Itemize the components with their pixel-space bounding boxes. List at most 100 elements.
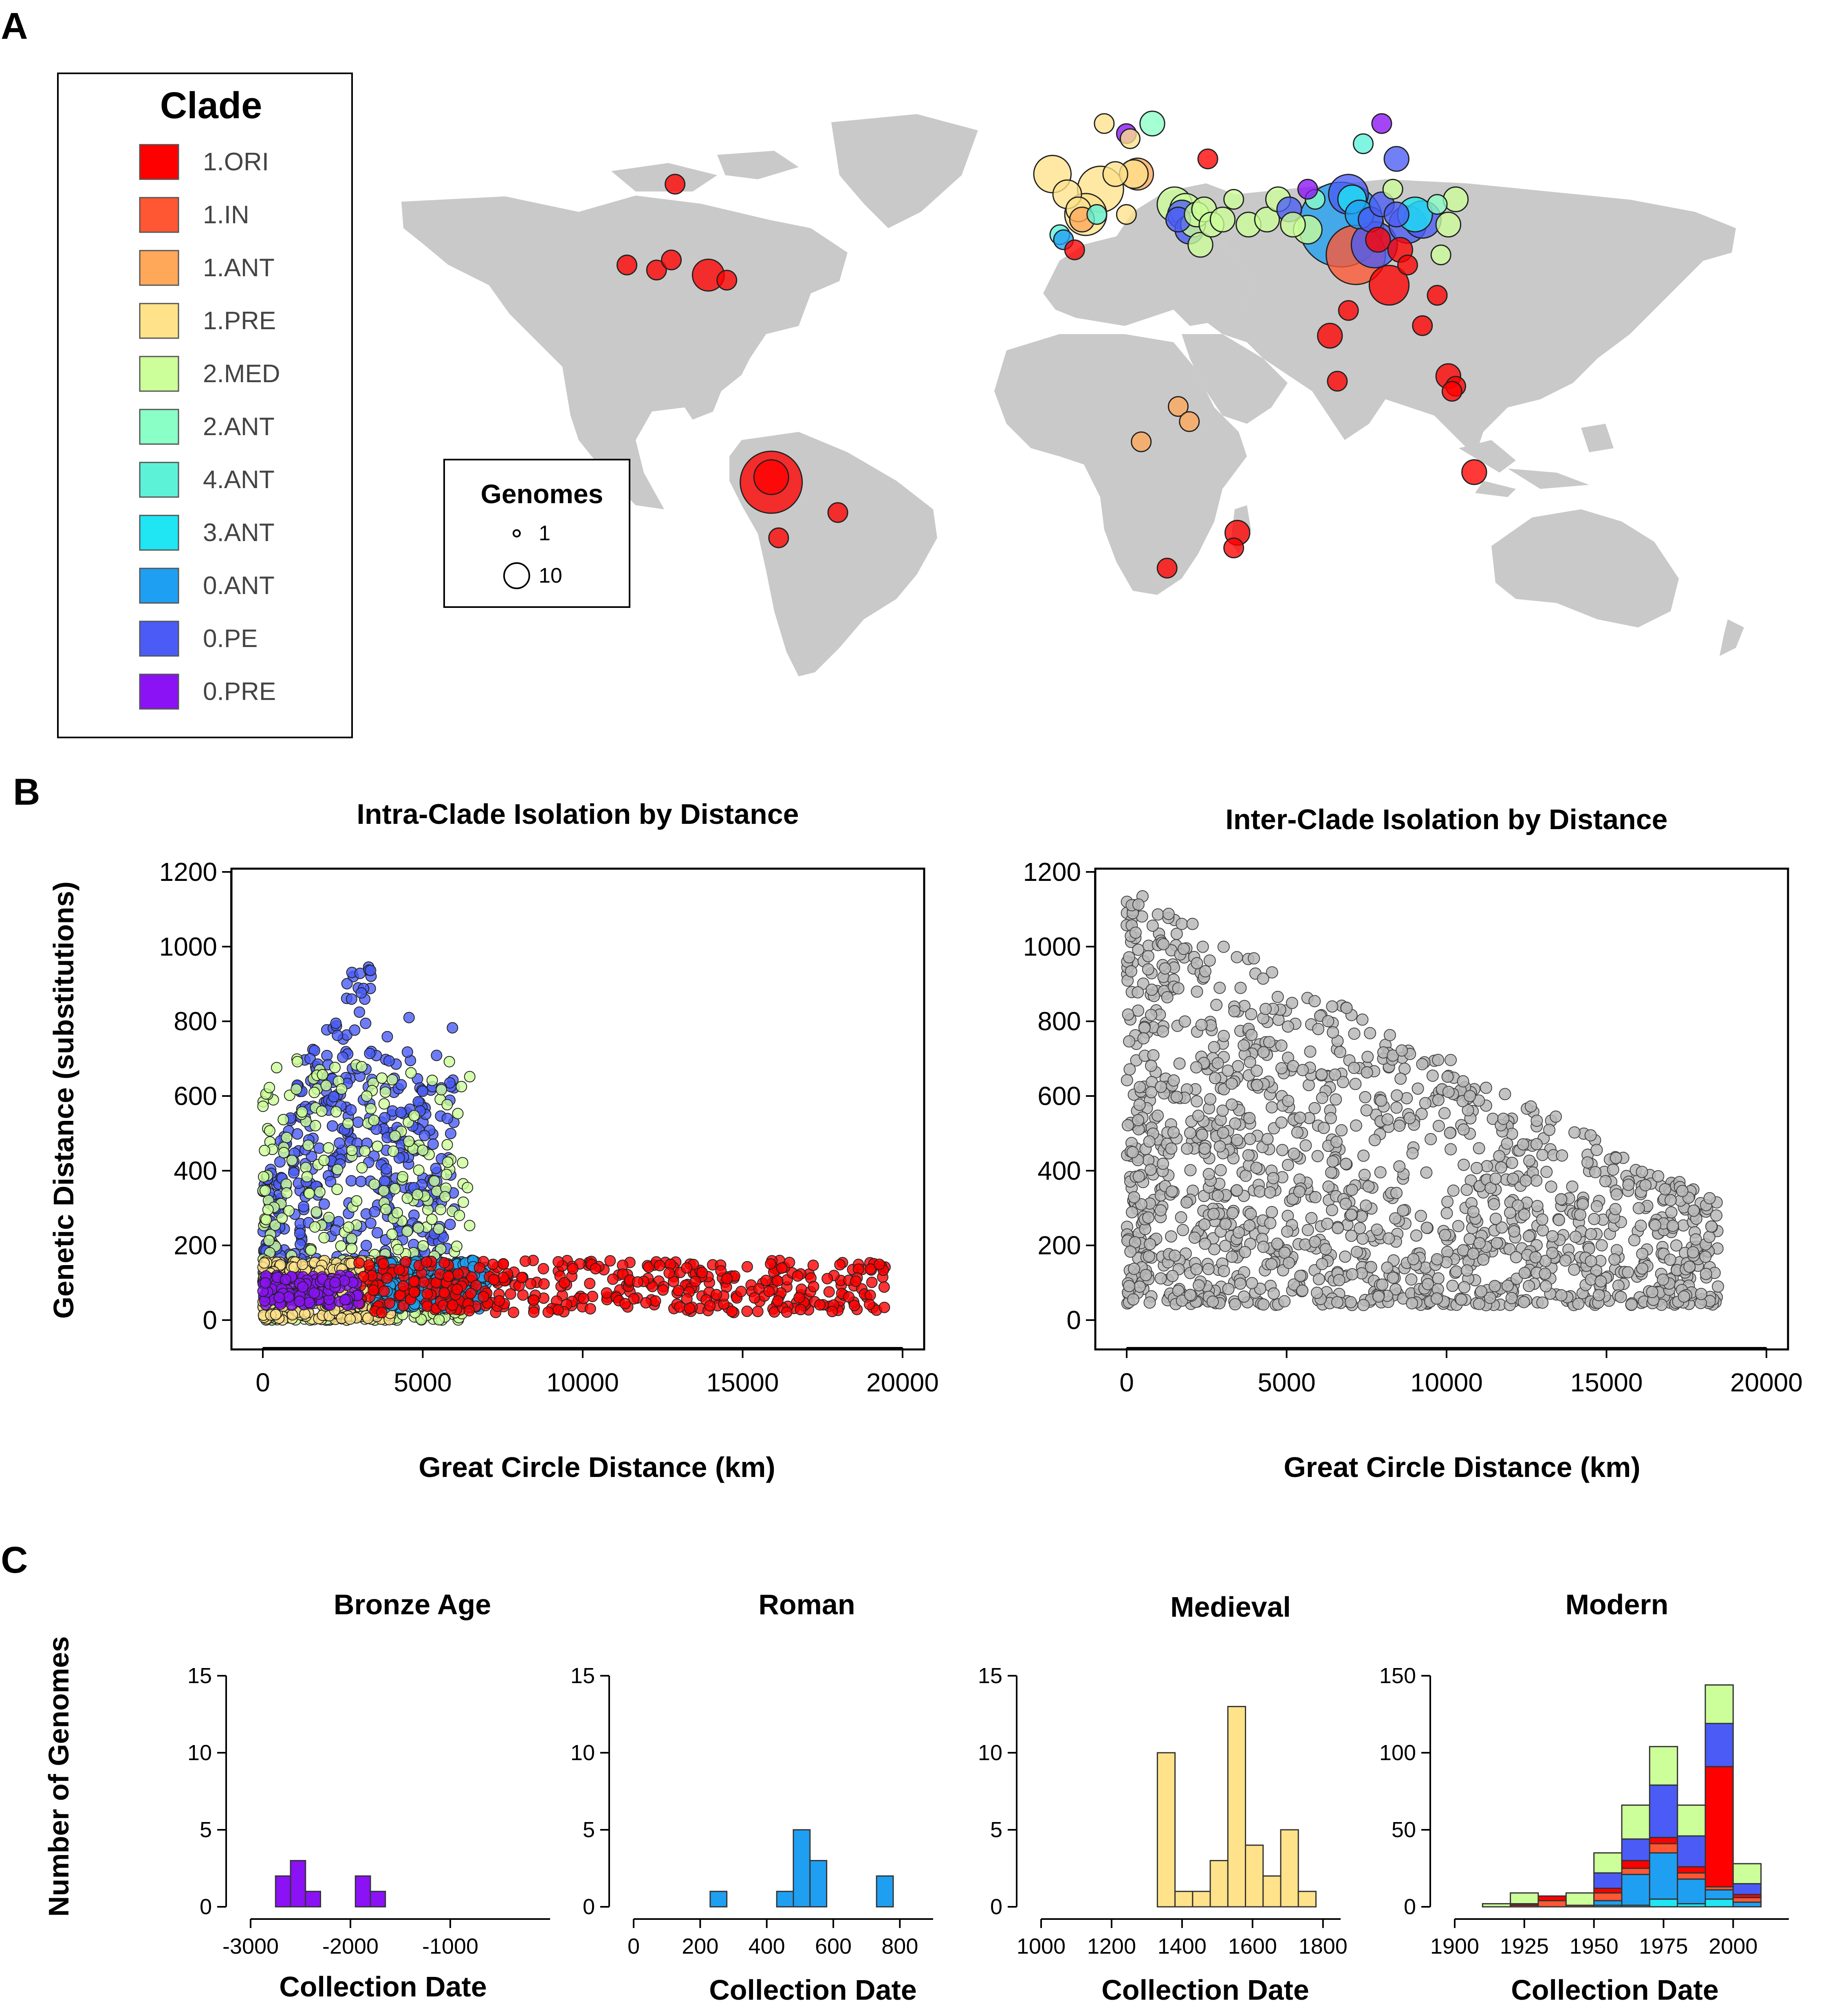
inter-point <box>1622 1178 1635 1191</box>
intra-point-2-med <box>305 1244 317 1256</box>
intra-point-1-ori <box>378 1285 390 1297</box>
y-axis-title-genetic-distance: Genetic Distance (substitutions) <box>48 881 79 1318</box>
inter-point <box>1208 1041 1220 1054</box>
inter-point <box>1322 1015 1335 1028</box>
intra-point-2-med <box>378 1185 390 1197</box>
inter-point <box>1703 1230 1715 1243</box>
inter-point <box>1122 1008 1134 1021</box>
bronze-age-x-tick-label: -3000 <box>222 1934 279 1959</box>
inter-point <box>1518 1208 1531 1221</box>
inter-point <box>1676 1185 1689 1197</box>
inter-point <box>1501 1279 1514 1292</box>
inter-clade-points <box>1121 890 1724 1312</box>
intra-point-2-med <box>464 1071 476 1083</box>
intra-clade-y-tick-label: 800 <box>174 1007 217 1036</box>
intra-point-2-med <box>359 1145 371 1157</box>
intra-point-0-pe <box>288 1167 299 1179</box>
intra-point-2-med <box>457 1157 469 1169</box>
inter-point <box>1178 1015 1191 1028</box>
intra-point-1-ori <box>843 1291 855 1303</box>
inter-point <box>1229 1117 1242 1130</box>
map-site-2-med <box>1223 189 1244 210</box>
inter-point <box>1296 1284 1309 1297</box>
intra-point-1-ori <box>863 1299 875 1310</box>
intra-point-2-med <box>263 1235 275 1246</box>
modern-bar-1-ori <box>1621 1860 1650 1869</box>
inter-point <box>1556 1149 1568 1162</box>
inter-point <box>1123 1035 1136 1048</box>
intra-point-0-pe <box>379 1112 391 1124</box>
inter-point <box>1390 1186 1403 1199</box>
inter-point <box>1234 1277 1246 1290</box>
medieval-bar-1-pre <box>1227 1706 1246 1908</box>
inter-point <box>1176 1224 1189 1236</box>
map-site-1-ori <box>753 459 789 495</box>
inter-point <box>1381 1113 1394 1126</box>
inter-point <box>1238 1039 1250 1052</box>
inter-point <box>1319 1243 1332 1255</box>
medieval-x-tick-label: 1000 <box>1017 1934 1066 1959</box>
intra-point-1-ori <box>715 1265 727 1277</box>
inter-point <box>1184 1164 1197 1176</box>
inter-point <box>1308 1102 1321 1114</box>
intra-point-2-med <box>291 1056 303 1067</box>
intra-point-1-ori <box>418 1277 429 1288</box>
intra-point-2-med <box>361 1090 372 1102</box>
inter-point <box>1123 1280 1136 1292</box>
inter-point <box>1330 1093 1342 1106</box>
intra-point-2-med <box>286 1155 298 1166</box>
intra-point-2-med <box>310 1120 322 1131</box>
inter-point <box>1365 1261 1377 1273</box>
medieval-x-tick-label: 1200 <box>1087 1934 1136 1959</box>
inter-point <box>1165 1230 1177 1243</box>
modern-bar-1-in <box>1732 1897 1762 1903</box>
bronze-age-bar-0-pre <box>275 1875 291 1908</box>
inter-point <box>1248 952 1260 965</box>
inter-point <box>1191 957 1203 970</box>
modern-x-tick-label: 1900 <box>1430 1934 1479 1959</box>
intra-point-2-med <box>464 1219 476 1231</box>
intra-point-2-med <box>441 1139 453 1151</box>
inter-point <box>1124 1245 1137 1258</box>
medieval-bar-1-pre <box>1297 1891 1317 1908</box>
intra-point-2-med <box>439 1191 451 1203</box>
intra-clade-y-tick-label: 600 <box>174 1081 217 1111</box>
inter-point <box>1231 1184 1243 1197</box>
inter-point <box>1142 963 1154 976</box>
inter-point <box>1444 1127 1456 1139</box>
inter-point <box>1246 1277 1258 1290</box>
intra-point-1-ori <box>465 1288 477 1299</box>
intra-point-2-med <box>259 1144 271 1156</box>
intra-point-0-pe <box>383 1055 395 1067</box>
inter-point <box>1180 1196 1193 1209</box>
map-site-1-pre <box>1116 204 1137 225</box>
intra-point-1-ori <box>493 1295 505 1307</box>
modern-bar-1-in <box>1537 1900 1567 1908</box>
map-site-1-ori <box>1368 264 1410 306</box>
intra-point-2-med <box>278 1147 290 1158</box>
intra-point-1-ori <box>865 1263 876 1275</box>
inter-point <box>1522 1230 1535 1242</box>
intra-point-2-med <box>388 1145 399 1157</box>
inter-point <box>1275 1062 1288 1074</box>
modern-bar-0-ant <box>1704 1889 1734 1900</box>
inter-point <box>1166 1270 1179 1282</box>
intra-point-1-ori <box>443 1270 454 1282</box>
inter-point <box>1462 1104 1474 1116</box>
intra-point-2-med <box>262 1204 274 1216</box>
intra-point-0-pre <box>329 1277 341 1288</box>
modern-bar-1-in <box>1649 1843 1678 1854</box>
intra-point-1-ori <box>463 1305 475 1316</box>
intra-point-0-pre <box>304 1296 315 1308</box>
intra-point-0-pe <box>291 1128 303 1140</box>
inter-point <box>1489 1172 1502 1185</box>
inter-point <box>1457 1123 1470 1136</box>
intra-point-1-ori <box>520 1255 531 1267</box>
inter-point <box>1416 1058 1429 1070</box>
inter-point <box>1276 1144 1288 1156</box>
inter-point <box>1190 1061 1202 1074</box>
inter-point <box>1267 1172 1279 1184</box>
intra-point-1-ori <box>704 1300 716 1312</box>
map-site-1-ant <box>1131 431 1152 452</box>
legend-label-1-pre: 1.PRE <box>203 307 276 335</box>
